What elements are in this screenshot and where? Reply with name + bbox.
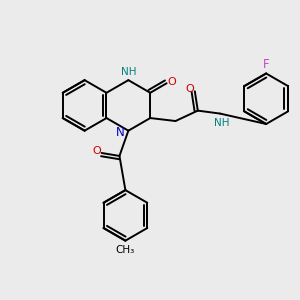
Text: NH: NH (121, 67, 136, 77)
Text: NH: NH (214, 118, 229, 128)
Text: O: O (92, 146, 100, 157)
Text: F: F (263, 58, 269, 71)
Text: CH₃: CH₃ (116, 244, 135, 255)
Text: O: O (185, 84, 194, 94)
Text: O: O (168, 77, 176, 87)
Text: N: N (116, 126, 124, 139)
